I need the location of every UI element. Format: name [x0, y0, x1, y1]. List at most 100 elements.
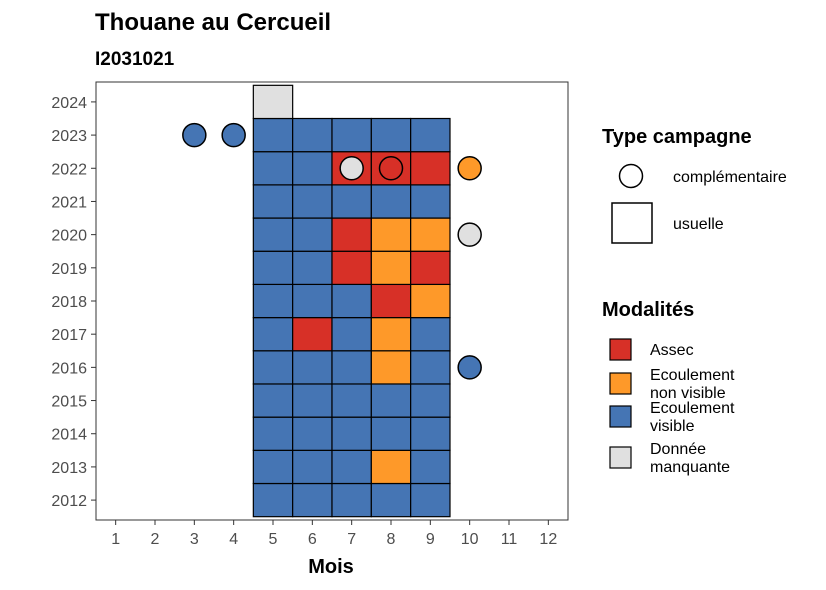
heatmap-cell — [292, 250, 333, 286]
heatmap-cell — [292, 316, 333, 352]
x-tick-label: 10 — [461, 531, 479, 548]
heatmap-cell — [331, 283, 372, 319]
heatmap-cell — [331, 250, 372, 286]
heatmap-cell — [410, 217, 451, 252]
x-tick-label: 12 — [539, 531, 557, 548]
heatmap-cell — [410, 117, 451, 153]
legend-label: Ecoulement — [650, 400, 735, 417]
heatmap-cell — [410, 416, 451, 451]
heatmap-cell — [410, 449, 451, 485]
heatmap-cell — [252, 283, 294, 319]
legend-label: manquante — [650, 459, 730, 476]
y-tick-label: 2022 — [51, 161, 87, 178]
heatmap-cell — [252, 184, 294, 219]
y-tick-label: 2013 — [51, 460, 87, 477]
heatmap-cell — [331, 416, 372, 451]
heatmap-cell — [410, 151, 451, 186]
x-tick-label: 5 — [269, 531, 278, 548]
x-tick-label: 11 — [501, 531, 518, 548]
campaign-point — [457, 355, 482, 380]
legend-label: complémentaire — [673, 169, 787, 186]
legend-key-square — [611, 202, 653, 244]
heatmap-cell — [331, 449, 372, 485]
heatmap-cell — [292, 383, 333, 418]
heatmap-cell — [252, 117, 294, 153]
heatmap-cell — [410, 383, 451, 418]
heatmap-cell — [370, 350, 412, 385]
x-tick-label: 6 — [308, 531, 317, 548]
campaign-point — [457, 222, 482, 247]
x-axis-label: Mois — [308, 556, 354, 578]
legend-swatch — [609, 338, 632, 361]
heatmap-cell — [252, 316, 294, 352]
x-tick-label: 9 — [426, 531, 435, 548]
campaign-point — [221, 122, 246, 148]
heatmap-cell — [370, 283, 412, 319]
heatmap-cell — [410, 350, 451, 385]
heatmap-cell — [370, 316, 412, 352]
heatmap-cell — [370, 383, 412, 418]
legend-label: visible — [650, 418, 695, 435]
heatmap-cell — [410, 184, 451, 219]
heatmap-cell — [252, 151, 294, 186]
x-tick-label: 2 — [151, 531, 160, 548]
legend-swatch — [609, 405, 632, 428]
heatmap-cell — [292, 184, 333, 219]
y-tick-label: 2015 — [51, 394, 87, 411]
legend-label: usuelle — [673, 216, 724, 233]
y-tick-label: 2024 — [51, 95, 87, 112]
legend-swatch — [609, 446, 632, 469]
heatmap-cell — [292, 482, 333, 518]
heatmap-cell — [292, 117, 333, 153]
y-tick-label: 2016 — [51, 360, 87, 377]
chart-subtitle: I2031021 — [95, 49, 175, 70]
heatmap-cell — [331, 482, 372, 518]
heatmap-cell — [331, 350, 372, 385]
x-tick-label: 3 — [190, 531, 199, 548]
heatmap-cell — [331, 184, 372, 219]
heatmap-cell — [252, 416, 294, 451]
heatmap-cell — [252, 250, 294, 286]
x-tick-label: 4 — [229, 531, 238, 548]
campaign-point — [457, 156, 482, 181]
y-tick-label: 2020 — [51, 228, 87, 245]
x-tick-label: 7 — [347, 531, 356, 548]
heatmap-cell — [292, 449, 333, 485]
heatmap-cell — [370, 449, 412, 485]
heatmap-cell — [331, 383, 372, 418]
heatmap-cell — [252, 350, 294, 385]
heatmap-cell — [292, 283, 333, 319]
heatmap-cell — [292, 151, 333, 186]
campaign-point — [339, 156, 364, 181]
heatmap-cell — [370, 250, 412, 286]
heatmap-cell — [252, 84, 294, 120]
heatmap-cell — [331, 316, 372, 352]
x-tick-label: 1 — [111, 531, 120, 548]
y-tick-label: 2012 — [51, 493, 87, 510]
legend-label: Assec — [650, 342, 694, 359]
heatmap-cell — [292, 217, 333, 252]
legend-label: non visible — [650, 385, 726, 402]
heatmap-cell — [252, 482, 294, 518]
y-tick-label: 2023 — [51, 128, 87, 145]
heatmap-cell — [410, 316, 451, 352]
y-tick-label: 2017 — [51, 327, 87, 344]
heatmap-cell — [331, 217, 372, 252]
heatmap-cell — [370, 416, 412, 451]
heatmap-cell — [292, 350, 333, 385]
x-tick-label: 8 — [387, 531, 396, 548]
legend-key-circle — [618, 163, 644, 189]
legend-swatch — [609, 372, 632, 395]
y-tick-label: 2019 — [51, 261, 87, 278]
heatmap-cell — [252, 217, 294, 252]
legend-label: Donnée — [650, 441, 706, 458]
heatmap-cell — [331, 117, 372, 153]
heatmap-cell — [410, 250, 451, 286]
heatmap-cell — [370, 117, 412, 153]
legend-label: Ecoulement — [650, 367, 735, 384]
heatmap-cell — [410, 482, 451, 518]
heatmap-cell — [410, 283, 451, 319]
y-tick-label: 2021 — [51, 194, 87, 211]
chart-title: Thouane au Cercueil — [95, 9, 331, 36]
